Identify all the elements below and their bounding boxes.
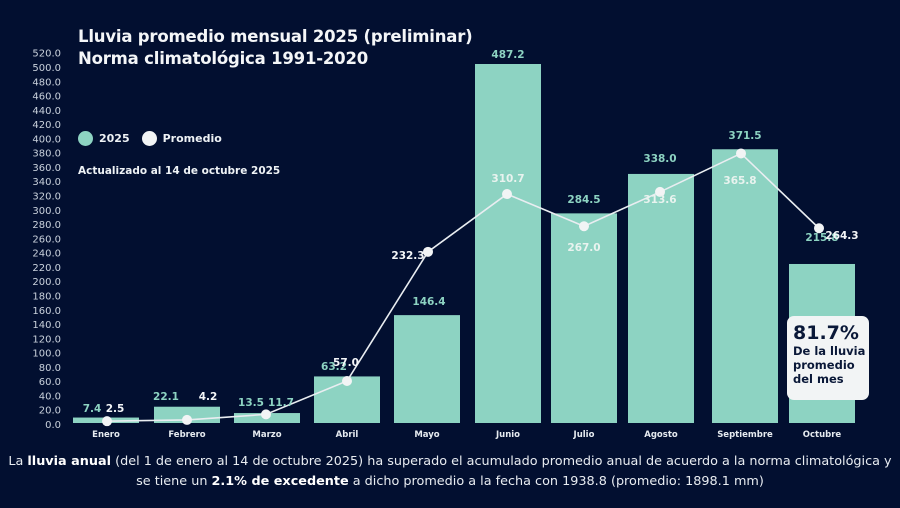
promedio-point — [182, 414, 192, 425]
bar-value-label: 22.1 — [153, 391, 179, 403]
y-tick-label: 180.0 — [32, 291, 61, 302]
y-tick-label: 460.0 — [32, 92, 61, 103]
bar-2025 — [628, 173, 694, 423]
y-tick-label: 500.0 — [32, 63, 61, 74]
promedio-point — [423, 246, 433, 257]
bar-value-label: 338.0 — [643, 153, 676, 165]
legend-swatch-promedio-icon — [141, 131, 157, 146]
footer-bold-excess: 2.1% de excedente — [211, 474, 349, 489]
y-tick-label: 440.0 — [32, 106, 61, 117]
promedio-point — [814, 223, 824, 234]
bar-value-label: 371.5 — [728, 130, 761, 142]
legend-item-promedio: Promedio — [141, 131, 222, 146]
october-percent-callout: 81.7% De la lluvia promedio del mes — [787, 316, 869, 400]
chart-title: Lluvia promedio mensual 2025 (preliminar… — [78, 26, 473, 70]
legend-label-2025: 2025 — [99, 132, 130, 145]
promedio-value-label: 232.3 — [391, 250, 424, 262]
data-labels: 7.4 22.1 13.5 63.2 146.4 487.2 284.5 338.0 371.5… — [83, 49, 859, 415]
promedio-point — [261, 409, 271, 420]
y-tick-label: 220.0 — [32, 263, 61, 274]
legend-item-2025: 2025 — [78, 131, 130, 146]
y-tick-label: 120.0 — [32, 334, 61, 345]
bar-2025 — [712, 149, 778, 423]
y-tick-label: 160.0 — [32, 306, 61, 317]
x-tick-label: Octubre — [803, 430, 842, 440]
footer-text-1: La — [8, 454, 28, 469]
promedio-value-label: 4.2 — [199, 391, 218, 403]
promedio-value-label: 57.0 — [333, 357, 359, 369]
promedio-point — [579, 221, 589, 232]
y-tick-label: 400.0 — [32, 134, 61, 145]
footer-text-3: a dicho promedio a la fecha con 1938.8 (… — [348, 474, 764, 489]
promedio-point — [655, 186, 665, 197]
bar-value-label: 146.4 — [412, 296, 445, 308]
y-tick-label: 300.0 — [32, 206, 61, 217]
y-tick-label: 100.0 — [32, 349, 61, 360]
y-tick-label: 520.0 — [32, 49, 61, 60]
y-tick-label: 260.0 — [32, 234, 61, 245]
updated-date-label: Actualizado al 14 de octubre 2025 — [78, 165, 281, 177]
x-tick-label: Febrero — [168, 430, 205, 440]
bar-value-label: 215.8 — [805, 232, 838, 244]
bar-value-label: 13.5 — [238, 397, 264, 409]
y-tick-label: 80.0 — [39, 363, 61, 374]
y-tick-label: 280.0 — [32, 220, 61, 231]
promedio-point — [736, 148, 746, 159]
promedio-point — [342, 375, 352, 386]
callout-percent: 81.7% — [793, 322, 859, 344]
title-line-1: Lluvia promedio mensual 2025 (preliminar… — [78, 27, 473, 46]
y-tick-label: 140.0 — [32, 320, 61, 331]
bar-value-label: 487.2 — [491, 49, 524, 61]
promedio-value-label: 267.0 — [567, 242, 600, 254]
x-tick-label: Marzo — [252, 430, 281, 440]
y-tick-label: 360.0 — [32, 163, 61, 174]
callout-text: De la lluvia promedio del mes — [793, 344, 866, 386]
title-line-2: Norma climatológica 1991-2020 — [78, 49, 369, 68]
promedio-line-path — [106, 152, 820, 422]
promedio-value-label: 365.8 — [723, 175, 756, 187]
promedio-value-label: 11.7 — [268, 397, 294, 409]
promedio-point — [502, 189, 512, 200]
promedio-point — [102, 416, 112, 427]
bar-2025 — [394, 315, 460, 423]
promedio-value-label: 264.3 — [825, 230, 858, 242]
x-tick-label: Abril — [336, 430, 359, 440]
promedio-value-label: 313.6 — [643, 194, 676, 206]
y-tick-label: 240.0 — [32, 249, 61, 260]
y-tick-label: 380.0 — [32, 149, 61, 160]
y-tick-label: 320.0 — [32, 192, 61, 203]
promedio-line — [102, 148, 824, 427]
x-tick-label: Julio — [573, 430, 595, 440]
bar-value-label: 7.4 — [83, 403, 102, 415]
x-tick-label: Junio — [495, 430, 520, 440]
footer-summary: La lluvia anual (del 1 de enero al 14 de… — [0, 452, 900, 492]
promedio-value-label: 2.5 — [106, 403, 125, 415]
x-tick-label: Agosto — [644, 430, 678, 440]
y-axis: 0.0 20.0 40.0 60.0 80.0 100.0 120.0 140.0 160.0 1… — [32, 49, 61, 431]
x-tick-label: Septiembre — [717, 430, 773, 440]
bar-2025 — [475, 64, 541, 423]
promedio-value-label: 310.7 — [491, 173, 524, 185]
y-tick-label: 340.0 — [32, 177, 61, 188]
legend-label-promedio: Promedio — [162, 132, 222, 145]
y-tick-label: 420.0 — [32, 120, 61, 131]
x-tick-label: Mayo — [414, 430, 439, 440]
x-axis: Enero Febrero Marzo Abril Mayo Junio Julio Agos… — [92, 430, 841, 440]
footer-bold-annual: lluvia anual — [27, 454, 112, 469]
y-tick-label: 40.0 — [39, 391, 61, 402]
bar-value-label: 63.2 — [321, 361, 347, 373]
y-tick-label: 200.0 — [32, 277, 61, 288]
bar-value-label: 284.5 — [567, 194, 600, 206]
y-tick-label: 0.0 — [45, 420, 61, 431]
y-tick-label: 20.0 — [39, 406, 61, 417]
legend: 2025 Promedio — [78, 131, 234, 146]
bar-2025 — [551, 213, 617, 423]
legend-swatch-2025-icon — [78, 131, 93, 146]
bars-2025 — [73, 64, 855, 423]
y-tick-label: 480.0 — [32, 77, 61, 88]
y-tick-label: 60.0 — [39, 377, 61, 388]
footer-text-2: (del 1 de enero al 14 de octubre 2025) h… — [111, 454, 892, 489]
x-tick-label: Enero — [92, 430, 120, 440]
